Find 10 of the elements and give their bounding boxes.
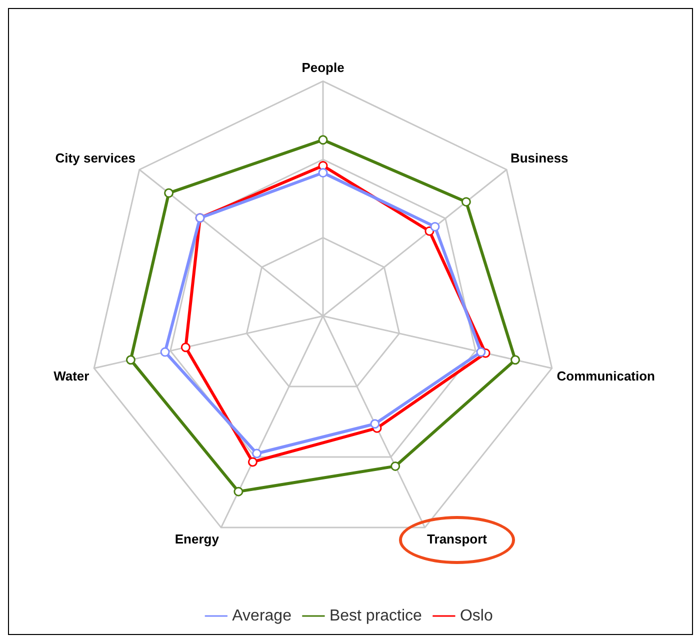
spoke-label: City services	[55, 150, 136, 166]
legend-label: Best practice	[329, 607, 422, 624]
spoke-label: Transport	[427, 531, 488, 546]
spoke-label: Business	[510, 150, 568, 166]
legend-label: Oslo	[460, 607, 493, 624]
spoke-label: Energy	[174, 531, 220, 546]
spoke-label: People	[302, 60, 344, 75]
spoke-label: Water	[54, 368, 90, 384]
legend-label: Average	[232, 607, 292, 624]
spoke-label: Communication	[556, 368, 656, 384]
